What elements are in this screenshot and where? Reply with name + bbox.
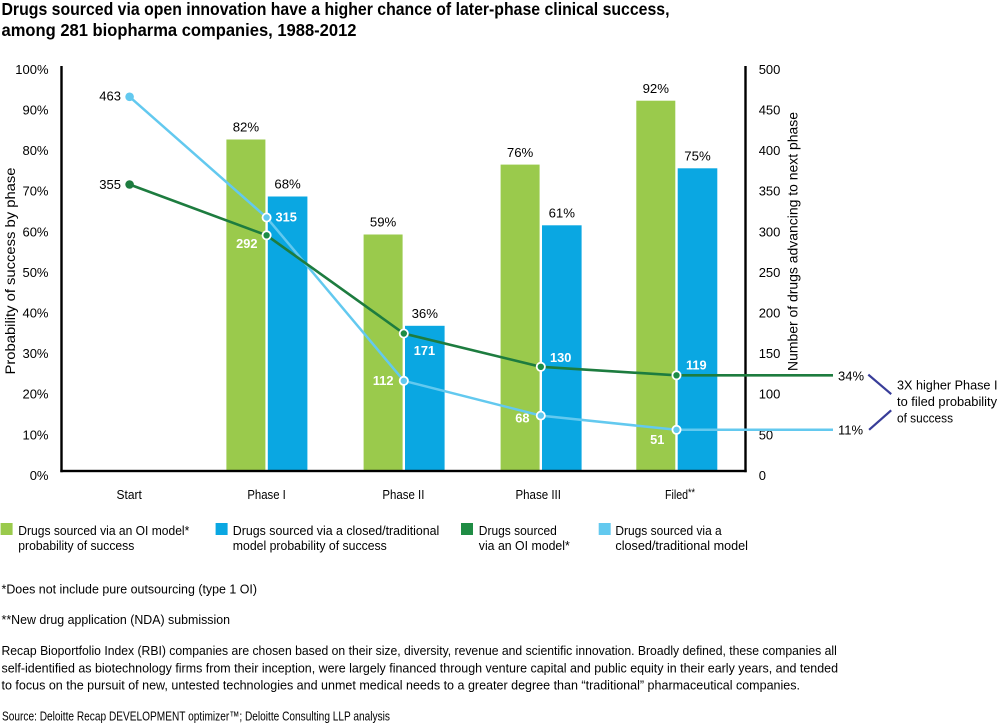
svg-text:Start: Start xyxy=(117,487,143,502)
svg-text:Phase II: Phase II xyxy=(382,487,424,502)
svg-text:to focus on the pursuit of new: to focus on the pursuit of new, untested… xyxy=(2,678,801,693)
svg-text:450: 450 xyxy=(759,103,781,118)
svg-text:355: 355 xyxy=(99,177,121,192)
svg-text:250: 250 xyxy=(759,265,781,280)
svg-text:463: 463 xyxy=(99,89,121,104)
svg-text:10%: 10% xyxy=(22,427,48,442)
svg-text:59%: 59% xyxy=(370,215,397,230)
svg-text:Source: Deloitte Recap DEVELOP: Source: Deloitte Recap DEVELOPMENT optim… xyxy=(2,708,390,723)
svg-text:300: 300 xyxy=(759,224,781,239)
svg-text:40%: 40% xyxy=(22,306,48,321)
svg-text:292: 292 xyxy=(236,236,257,251)
svg-text:Number of drugs advancing to n: Number of drugs advancing to next phase xyxy=(786,112,801,371)
svg-text:200: 200 xyxy=(759,306,781,321)
svg-text:Phase I: Phase I xyxy=(247,487,286,502)
svg-text:20%: 20% xyxy=(22,387,48,402)
svg-text:among 281 biopharma companies,: among 281 biopharma companies, 1988-2012 xyxy=(2,20,357,40)
svg-text:50%: 50% xyxy=(22,265,48,280)
svg-text:Drugs sourced via a: Drugs sourced via a xyxy=(615,523,722,538)
svg-text:112: 112 xyxy=(373,373,394,388)
svg-text:90%: 90% xyxy=(22,103,48,118)
svg-text:0: 0 xyxy=(759,468,766,483)
svg-text:70%: 70% xyxy=(22,184,48,199)
svg-text:model probability of success: model probability of success xyxy=(233,538,387,553)
svg-text:51: 51 xyxy=(650,432,664,447)
svg-text:60%: 60% xyxy=(22,224,48,239)
svg-text:11%: 11% xyxy=(838,423,863,438)
svg-text:*Does not include pure outsour: *Does not include pure outsourcing (type… xyxy=(2,582,258,597)
svg-text:92%: 92% xyxy=(643,81,670,96)
svg-text:500: 500 xyxy=(759,62,781,77)
svg-text:80%: 80% xyxy=(22,143,48,158)
svg-text:0%: 0% xyxy=(30,468,49,483)
svg-text:350: 350 xyxy=(759,184,781,199)
svg-text:30%: 30% xyxy=(22,346,48,361)
svg-text:76%: 76% xyxy=(507,145,534,160)
svg-text:Drugs sourced via an OI model*: Drugs sourced via an OI model* xyxy=(18,523,189,538)
svg-text:34%: 34% xyxy=(838,369,864,384)
svg-text:119: 119 xyxy=(686,358,707,373)
svg-text:130: 130 xyxy=(550,350,571,365)
svg-text:Phase III: Phase III xyxy=(515,487,561,502)
svg-text:Drugs sourced via open innovat: Drugs sourced via open innovation have a… xyxy=(2,0,670,19)
svg-text:100%: 100% xyxy=(15,62,49,77)
svg-text:68: 68 xyxy=(515,411,529,426)
svg-text:**New drug application (NDA) s: **New drug application (NDA) submission xyxy=(2,612,231,627)
svg-text:of success: of success xyxy=(897,411,953,426)
svg-text:68%: 68% xyxy=(274,177,301,192)
svg-text:171: 171 xyxy=(414,343,435,358)
svg-text:Probability of success by phas: Probability of success by phase xyxy=(3,168,18,375)
svg-text:36%: 36% xyxy=(412,306,439,321)
svg-text:400: 400 xyxy=(759,143,781,158)
svg-text:Drugs sourced via a closed/tra: Drugs sourced via a closed/traditional xyxy=(233,523,440,538)
svg-text:to filed probability: to filed probability xyxy=(897,394,997,409)
svg-text:315: 315 xyxy=(276,210,297,225)
svg-text:82%: 82% xyxy=(233,120,260,135)
svg-text:Drugs sourced: Drugs sourced xyxy=(479,523,557,538)
svg-text:Filed**: Filed** xyxy=(665,487,696,502)
svg-text:Recap Bioportfolio Index (RBI): Recap Bioportfolio Index (RBI) companies… xyxy=(2,643,837,658)
svg-text:75%: 75% xyxy=(684,149,711,164)
svg-text:3X higher Phase I: 3X higher Phase I xyxy=(897,378,998,393)
svg-text:61%: 61% xyxy=(549,206,576,221)
svg-text:probability of success: probability of success xyxy=(18,538,134,553)
svg-text:via an OI model*: via an OI model* xyxy=(479,538,570,553)
svg-text:closed/traditional model: closed/traditional model xyxy=(615,538,748,553)
svg-text:150: 150 xyxy=(759,346,781,361)
svg-text:self-identified as biotechnolo: self-identified as biotechnology firms f… xyxy=(2,660,839,675)
svg-text:100: 100 xyxy=(759,387,781,402)
